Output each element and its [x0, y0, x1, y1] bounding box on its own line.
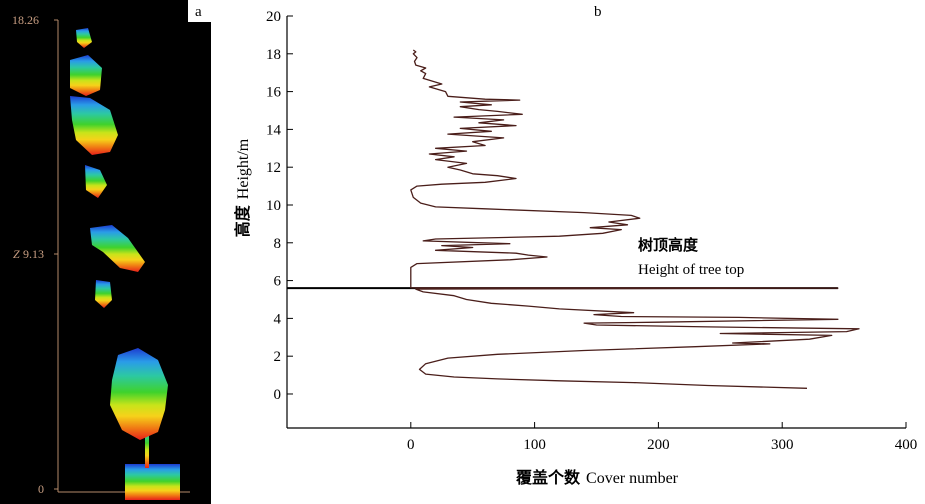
x-axis-ticks: 0 100 200 300 400	[407, 422, 917, 453]
z-tick-label-mid: 9.13	[23, 247, 44, 261]
x-tick-label: 0	[407, 437, 415, 453]
x-tick-label: 300	[771, 437, 794, 453]
y-tick-label: 2	[274, 349, 282, 365]
y-tick-label: 10	[266, 198, 281, 214]
y-tick-label: 6	[274, 274, 282, 290]
z-axis-letter: Z	[13, 247, 20, 261]
y-tick-label: 0	[274, 387, 282, 403]
height-profile-chart: b 0 2 4 6 8 10 12 14 16 18 20 0 100 200 300 400 高度 Heig…	[233, 4, 917, 487]
x-tick-label: 200	[647, 437, 670, 453]
x-axis-title: 覆盖个数 Cover number	[515, 468, 679, 487]
tree-point-cloud	[70, 28, 180, 500]
z-tick-label-bottom: 0	[38, 482, 44, 496]
series-line	[410, 49, 860, 389]
y-tick-label: 18	[266, 47, 281, 63]
y-tick-label: 8	[274, 236, 282, 252]
y-tick-label: 14	[266, 122, 282, 138]
y-axis-title-cn: 高度	[233, 204, 252, 237]
x-tick-label: 100	[523, 437, 546, 453]
y-axis-title: 高度 Height/m	[233, 138, 252, 237]
annotation-en: Height of tree top	[638, 262, 744, 278]
x-axis-title-cn: 覆盖个数	[515, 468, 581, 487]
x-tick-label: 400	[895, 437, 918, 453]
x-axis-title-en: Cover number	[586, 470, 679, 487]
y-tick-label: 16	[266, 85, 282, 101]
panel-a-label: a	[195, 4, 202, 20]
y-tick-label: 20	[266, 9, 281, 25]
point-cloud-panel: a 18.26 Z 9.13 0	[0, 0, 211, 504]
panel-label-box	[188, 0, 211, 22]
annotation-cn: 树顶高度	[638, 236, 699, 254]
y-tick-label: 4	[274, 311, 282, 327]
y-tick-label: 12	[266, 160, 281, 176]
y-axis-ticks: 0 2 4 6 8 10 12 14 16 18 20	[266, 9, 293, 403]
z-tick-label-top: 18.26	[12, 13, 39, 27]
panel-b-label: b	[594, 4, 602, 20]
y-axis-title-en: Height/m	[235, 138, 252, 199]
